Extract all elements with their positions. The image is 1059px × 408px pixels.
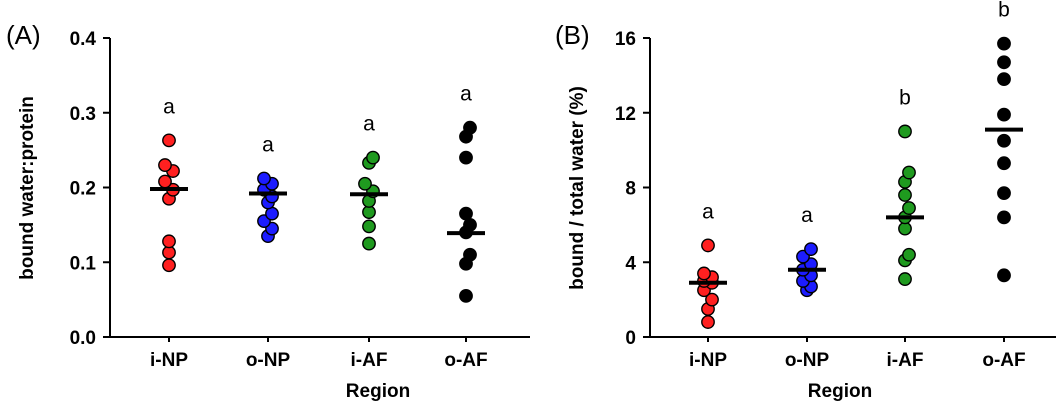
data-marks: 0 4 8 12 16 i-NP o-NP i-AF o-AF a a b b	[615, 0, 1026, 371]
data-point	[997, 210, 1011, 225]
x-tick-label: i-NP	[150, 350, 188, 371]
data-point	[997, 156, 1011, 171]
x-axis-label: Region	[346, 381, 410, 402]
data-point	[997, 72, 1011, 87]
data-point	[463, 247, 477, 262]
significance-label: a	[363, 113, 375, 136]
significance-label: a	[262, 134, 274, 157]
panel-a: (A) bound water:protein Region 0.0 0.1 0.2…	[6, 20, 530, 402]
y-tick-label: 0.1	[70, 253, 97, 274]
x-tick-label: o-NP	[785, 350, 830, 371]
y-tick-label: 4	[625, 253, 636, 274]
data-point	[158, 158, 172, 172]
data-point	[162, 234, 176, 249]
x-tick-label: i-AF	[351, 350, 388, 371]
data-point	[697, 266, 711, 281]
data-point	[701, 238, 715, 253]
panel-label: (B)	[555, 20, 590, 50]
data-point	[902, 201, 916, 215]
significance-label: b	[998, 0, 1010, 22]
y-tick-label: 16	[615, 29, 636, 50]
significance-label: a	[460, 83, 472, 106]
data-point	[459, 288, 473, 303]
data-point	[459, 150, 473, 165]
data-point	[162, 133, 176, 148]
y-tick-label: 0.3	[70, 104, 96, 125]
data-point	[459, 206, 473, 221]
y-tick-label: 0	[625, 328, 636, 349]
data-point	[362, 236, 376, 251]
data-point	[362, 219, 376, 234]
x-axis-label: Region	[808, 381, 872, 402]
x-tick-label: o-NP	[246, 350, 291, 371]
x-tick-label: i-AF	[887, 350, 924, 371]
data-marks: 0.0 0.1 0.2 0.3 0.4 i-NP o-NP i-AF o-AF a a a a	[70, 29, 488, 371]
data-point	[898, 188, 912, 202]
data-point	[804, 242, 818, 257]
data-point	[902, 247, 916, 262]
significance-label: b	[899, 86, 911, 109]
data-point	[257, 171, 271, 186]
significance-label: a	[801, 204, 813, 227]
panel-label: (A)	[6, 20, 41, 50]
data-point	[701, 315, 715, 329]
data-point	[997, 268, 1011, 283]
data-point	[366, 150, 380, 165]
data-point	[158, 174, 172, 189]
data-point	[358, 176, 372, 191]
y-axis-label: bound water:protein	[17, 96, 38, 280]
data-point	[463, 120, 477, 135]
x-tick-label: o-AF	[444, 350, 487, 371]
data-point	[997, 107, 1011, 122]
significance-label: a	[163, 95, 175, 118]
significance-label: a	[702, 200, 714, 223]
y-tick-label: 8	[625, 179, 636, 200]
data-point	[162, 258, 176, 273]
y-tick-label: 12	[615, 104, 636, 125]
y-tick-label: 0.2	[70, 179, 96, 200]
data-point	[898, 272, 912, 286]
panel-b: (B) bound / total water (%) Region 0 4 8 12…	[555, 0, 1056, 402]
x-tick-label: o-AF	[982, 350, 1025, 371]
data-point	[705, 292, 719, 307]
x-tick-label: i-NP	[689, 350, 727, 371]
data-point	[997, 186, 1011, 201]
y-axis-label: bound / total water (%)	[567, 86, 588, 290]
data-point	[898, 124, 912, 139]
y-tick-label: 0.0	[70, 328, 96, 349]
y-tick-label: 0.4	[70, 29, 97, 50]
data-point	[997, 133, 1011, 148]
data-point	[997, 55, 1011, 70]
data-point	[902, 165, 916, 180]
data-point	[997, 36, 1011, 51]
